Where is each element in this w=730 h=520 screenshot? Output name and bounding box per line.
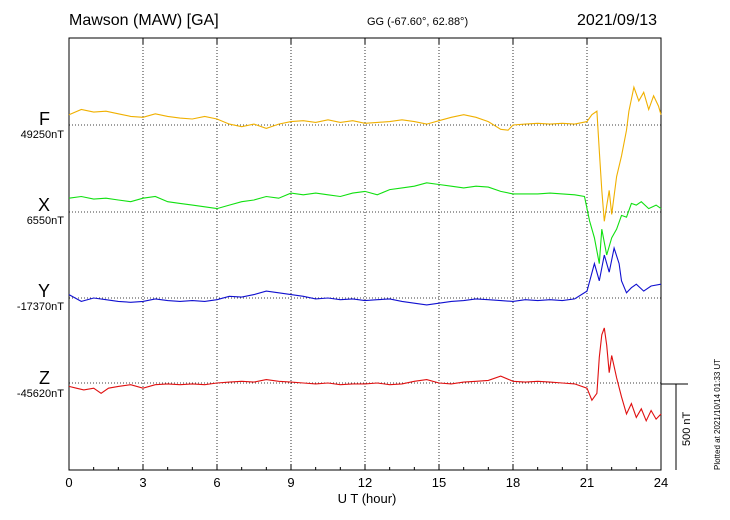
component-letter: F: [39, 109, 50, 129]
grid: [142, 38, 588, 470]
x-tick-label: 9: [287, 475, 294, 490]
x-tick-label: 6: [213, 475, 220, 490]
component-baseline: 49250nT: [20, 129, 64, 141]
component-baseline: -45620nT: [16, 388, 64, 400]
x-tick-label: 12: [358, 475, 372, 490]
chart-date: 2021/09/13: [577, 12, 658, 29]
component-baseline: 6550nT: [26, 215, 64, 227]
x-tick-label: 3: [139, 475, 146, 490]
x-tick-label: 24: [654, 475, 668, 490]
component-z-label: Z -45620nT: [2, 368, 64, 401]
chart-title: Mawson (MAW) [GA]: [69, 12, 219, 29]
series-line-f: [68, 85, 662, 222]
component-x-label: X 6550nT: [2, 195, 64, 228]
series-line-z: [68, 327, 662, 423]
series-line-y: [68, 245, 662, 306]
series-line-x: [68, 182, 662, 264]
x-ticks: 0 3 6 9 12 15 18 21 24: [65, 38, 668, 490]
station-coordinates: GG (-67.60°, 62.88°): [367, 16, 469, 28]
component-letter: Z: [39, 368, 50, 388]
x-tick-label: 15: [432, 475, 446, 490]
x-axis-label: U T (hour): [338, 491, 397, 506]
plotted-timestamp: Plotted at 2021/10/14 01:33 UT: [713, 358, 722, 470]
x-tick-label: 0: [65, 475, 72, 490]
x-tick-label: 21: [580, 475, 594, 490]
component-letter: Y: [37, 281, 50, 301]
component-letter: X: [37, 195, 50, 215]
scale-label: 500 nT: [681, 411, 693, 446]
series-lines: [68, 85, 662, 423]
component-f-label: F 49250nT: [2, 109, 64, 142]
scale-bar: [661, 383, 688, 470]
x-tick-label: 18: [506, 475, 520, 490]
component-baseline: -17370nT: [16, 301, 64, 313]
component-y-label: Y -17370nT: [2, 281, 64, 314]
